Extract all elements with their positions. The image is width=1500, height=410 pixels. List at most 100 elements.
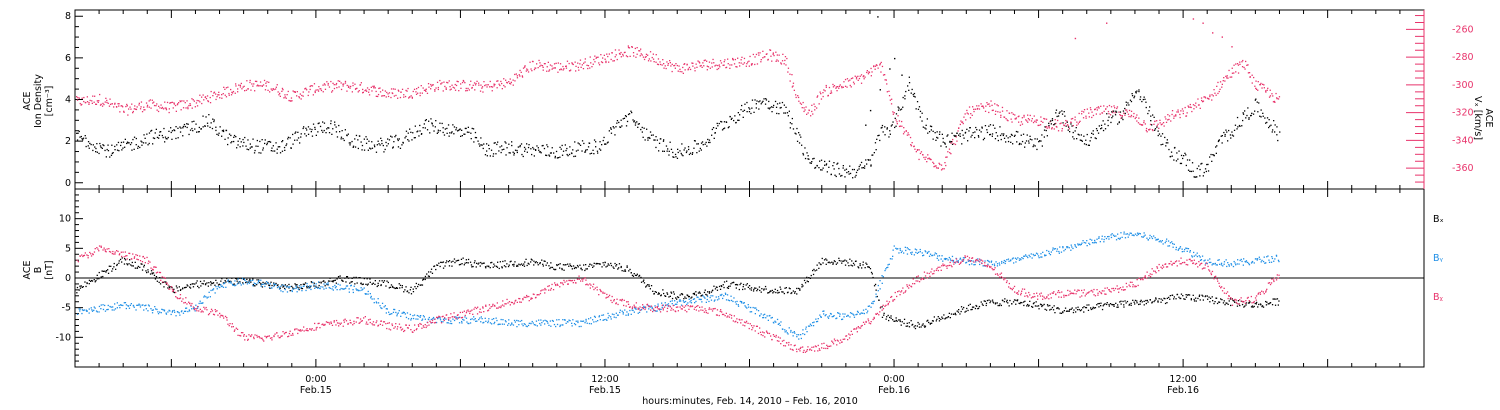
data-point bbox=[742, 283, 745, 286]
data-point bbox=[132, 110, 134, 113]
data-point bbox=[592, 63, 594, 65]
data-point bbox=[121, 257, 123, 259]
data-point bbox=[709, 141, 711, 144]
data-point bbox=[209, 102, 212, 104]
data-point bbox=[630, 110, 632, 112]
data-point bbox=[318, 287, 321, 289]
data-point bbox=[469, 261, 472, 263]
data-point bbox=[357, 289, 359, 291]
data-point bbox=[516, 75, 518, 77]
data-point bbox=[377, 95, 379, 98]
data-point bbox=[1196, 167, 1198, 170]
data-point bbox=[1217, 81, 1219, 84]
data-point bbox=[995, 132, 997, 134]
data-point bbox=[1079, 139, 1081, 141]
data-point bbox=[512, 79, 514, 81]
data-point bbox=[250, 281, 252, 283]
data-point bbox=[820, 263, 822, 266]
data-point bbox=[935, 167, 938, 169]
data-point bbox=[1145, 101, 1147, 103]
data-point bbox=[88, 283, 90, 285]
data-point bbox=[214, 284, 216, 286]
data-point bbox=[787, 333, 789, 335]
data-point bbox=[116, 144, 118, 146]
data-point bbox=[184, 125, 186, 128]
data-point bbox=[1200, 163, 1202, 165]
data-point bbox=[879, 139, 881, 142]
data-point bbox=[1130, 302, 1132, 304]
data-point bbox=[329, 277, 331, 279]
data-point bbox=[877, 16, 879, 18]
data-point bbox=[376, 144, 378, 146]
data-point bbox=[581, 320, 583, 322]
data-point bbox=[1185, 154, 1187, 156]
data-point bbox=[443, 317, 446, 320]
data-point bbox=[509, 152, 511, 154]
data-point bbox=[428, 120, 430, 122]
data-point bbox=[282, 291, 284, 293]
data-point bbox=[274, 283, 276, 285]
data-point bbox=[799, 134, 801, 136]
data-point bbox=[981, 127, 983, 129]
data-point bbox=[464, 316, 466, 318]
data-point bbox=[533, 155, 535, 157]
data-point bbox=[1094, 137, 1096, 139]
data-point bbox=[749, 311, 751, 313]
data-point bbox=[741, 104, 743, 107]
data-point bbox=[811, 161, 813, 163]
data-point bbox=[149, 273, 152, 275]
data-point bbox=[525, 70, 527, 72]
data-point bbox=[1001, 106, 1004, 109]
data-point bbox=[808, 109, 810, 111]
series-bx bbox=[76, 257, 1280, 330]
data-point bbox=[278, 286, 280, 288]
data-point bbox=[224, 94, 226, 96]
data-point bbox=[1012, 143, 1014, 145]
data-point bbox=[1188, 294, 1191, 296]
data-point bbox=[1078, 121, 1080, 123]
data-point bbox=[1226, 75, 1228, 77]
data-point bbox=[548, 70, 550, 72]
data-point bbox=[470, 264, 473, 266]
data-point bbox=[629, 268, 631, 271]
data-point bbox=[450, 132, 453, 134]
data-point bbox=[633, 121, 635, 123]
data-point bbox=[974, 131, 976, 133]
data-point bbox=[534, 324, 537, 326]
data-point bbox=[290, 97, 293, 99]
data-point bbox=[610, 127, 612, 129]
data-point bbox=[734, 284, 737, 286]
data-point bbox=[223, 86, 225, 88]
data-point bbox=[1020, 134, 1022, 136]
data-point bbox=[206, 122, 209, 124]
data-point bbox=[954, 312, 956, 314]
data-point bbox=[1276, 298, 1279, 300]
data-point bbox=[1196, 176, 1198, 178]
data-point bbox=[595, 146, 597, 148]
data-point bbox=[862, 76, 864, 78]
data-point bbox=[494, 83, 496, 86]
data-point bbox=[748, 306, 750, 308]
data-point bbox=[405, 316, 408, 319]
data-point bbox=[100, 103, 102, 105]
data-point bbox=[505, 79, 507, 81]
data-point bbox=[912, 323, 914, 326]
data-point bbox=[593, 321, 595, 323]
data-point bbox=[498, 83, 500, 85]
data-point bbox=[1035, 121, 1037, 123]
data-point bbox=[252, 285, 254, 287]
data-point bbox=[1151, 124, 1153, 126]
data-point bbox=[687, 146, 690, 148]
data-point bbox=[1221, 83, 1223, 85]
data-point bbox=[715, 286, 717, 288]
data-point bbox=[457, 130, 459, 132]
data-point bbox=[1020, 143, 1022, 145]
data-point bbox=[292, 90, 294, 92]
data-point bbox=[282, 140, 284, 142]
data-point bbox=[218, 94, 220, 96]
data-point bbox=[141, 111, 144, 113]
data-point bbox=[624, 115, 627, 117]
data-point bbox=[740, 109, 742, 111]
data-point bbox=[1193, 298, 1195, 301]
data-point bbox=[402, 311, 405, 313]
